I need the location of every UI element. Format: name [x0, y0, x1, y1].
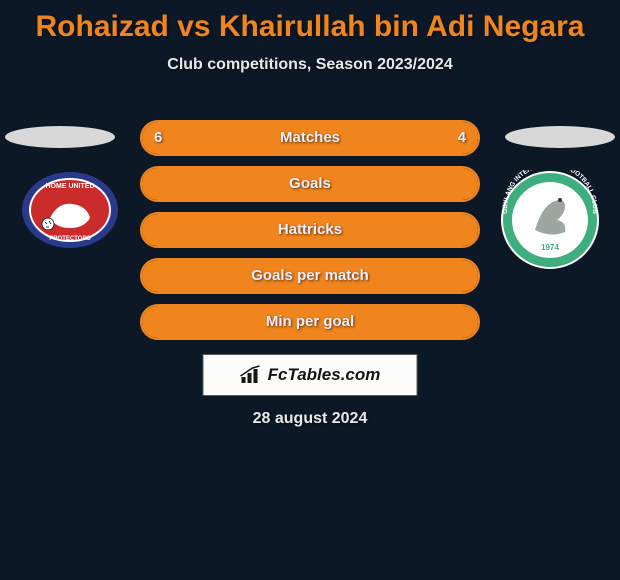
svg-text:PROTECTORS: PROTECTORS: [49, 236, 91, 242]
stat-label: Goals: [142, 168, 478, 200]
stats-panel: Matches6 4 Goals Hattricks Goals per match Mi…: [140, 120, 480, 350]
player-right-marker: [505, 126, 615, 148]
date-label: 28 august 2024: [0, 410, 620, 428]
brand-box[interactable]: FcTables.com: [203, 354, 418, 396]
brand-label: FcTables.com: [268, 365, 381, 385]
club-crest-right: 1974 GEYLANG INTERNATIONAL FOOTBALL CLUB: [500, 170, 600, 275]
stat-label: Goals per match: [142, 260, 478, 292]
stat-row: Min per goal: [140, 304, 480, 340]
stat-row: Hattricks: [140, 212, 480, 248]
stat-row: Matches6 4: [140, 120, 480, 156]
svg-text:1974: 1974: [541, 243, 559, 252]
stat-row: Goals per match: [140, 258, 480, 294]
stat-value-right: 4: [458, 122, 466, 154]
club-crest-left: HOME UNITED PROTECTORS: [20, 170, 120, 255]
chart-icon: [240, 365, 262, 385]
stat-value-left: 6: [154, 122, 162, 154]
svg-text:HOME UNITED: HOME UNITED: [46, 183, 95, 190]
page-title: Rohaizad vs Khairullah bin Adi Negara: [0, 0, 620, 44]
stat-label: Matches: [142, 122, 478, 154]
player-left-marker: [5, 126, 115, 148]
stat-label: Min per goal: [142, 306, 478, 338]
stat-label: Hattricks: [142, 214, 478, 246]
stat-row: Goals: [140, 166, 480, 202]
subtitle: Club competitions, Season 2023/2024: [0, 56, 620, 74]
